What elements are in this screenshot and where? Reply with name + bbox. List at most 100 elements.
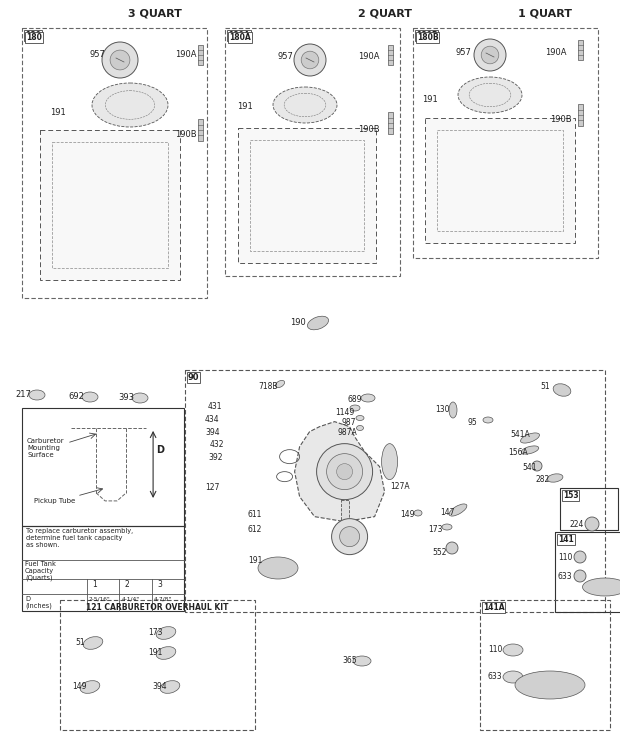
Text: 4-7/8": 4-7/8" bbox=[154, 597, 172, 602]
Bar bbox=[560, 488, 618, 530]
Text: 127A: 127A bbox=[390, 482, 410, 491]
Bar bbox=[52, 142, 168, 268]
Text: 393: 393 bbox=[118, 393, 134, 402]
Text: 180: 180 bbox=[26, 33, 42, 42]
Text: 173: 173 bbox=[148, 628, 162, 637]
Bar bbox=[22, 526, 184, 611]
Text: 149: 149 bbox=[400, 510, 415, 519]
Text: 141: 141 bbox=[558, 535, 574, 544]
Bar bbox=[22, 28, 207, 298]
Text: 689: 689 bbox=[348, 395, 363, 404]
Ellipse shape bbox=[156, 626, 176, 639]
Text: 130: 130 bbox=[435, 405, 449, 414]
Ellipse shape bbox=[483, 417, 493, 423]
Text: 394: 394 bbox=[205, 428, 219, 437]
Text: 987A: 987A bbox=[338, 428, 358, 437]
Text: 147: 147 bbox=[440, 508, 454, 517]
Text: 3 QUART: 3 QUART bbox=[128, 8, 182, 18]
Text: 4-1/4": 4-1/4" bbox=[121, 597, 140, 602]
Text: 121 CARBURETOR OVERHAUL KIT: 121 CARBURETOR OVERHAUL KIT bbox=[86, 603, 229, 612]
Text: 156A: 156A bbox=[508, 448, 528, 457]
Text: 191: 191 bbox=[248, 556, 262, 565]
Text: 180A: 180A bbox=[228, 31, 250, 40]
Circle shape bbox=[327, 454, 363, 490]
Circle shape bbox=[585, 517, 599, 531]
Circle shape bbox=[301, 51, 319, 68]
Text: 127: 127 bbox=[205, 483, 219, 492]
Ellipse shape bbox=[547, 474, 563, 482]
Bar bbox=[437, 130, 563, 231]
Text: 190: 190 bbox=[290, 318, 306, 327]
Polygon shape bbox=[294, 422, 384, 522]
Bar bbox=[340, 500, 348, 535]
Text: 90: 90 bbox=[188, 373, 200, 382]
Text: 191: 191 bbox=[422, 95, 438, 104]
Text: 2 QUART: 2 QUART bbox=[358, 8, 412, 18]
Ellipse shape bbox=[353, 656, 371, 666]
Bar bbox=[198, 45, 203, 65]
Text: D: D bbox=[156, 445, 164, 455]
Ellipse shape bbox=[80, 681, 100, 693]
Text: Fuel Tank
Capacity
(Quarts): Fuel Tank Capacity (Quarts) bbox=[25, 561, 56, 581]
Text: 141A: 141A bbox=[483, 603, 505, 612]
Bar bbox=[425, 118, 575, 243]
Bar bbox=[388, 112, 392, 134]
Text: 51: 51 bbox=[540, 382, 549, 391]
Circle shape bbox=[317, 443, 373, 500]
Text: 190A: 190A bbox=[175, 50, 197, 59]
Text: 180B: 180B bbox=[417, 33, 438, 42]
Bar bbox=[413, 28, 598, 258]
Text: 392: 392 bbox=[208, 453, 223, 462]
Text: 217: 217 bbox=[15, 390, 31, 399]
Text: 1: 1 bbox=[92, 580, 97, 589]
Circle shape bbox=[294, 44, 326, 76]
Text: 957: 957 bbox=[455, 48, 471, 57]
Text: 190A: 190A bbox=[545, 48, 567, 57]
Bar bbox=[40, 130, 180, 280]
Ellipse shape bbox=[160, 681, 180, 693]
Text: 173: 173 bbox=[428, 525, 443, 534]
Bar bbox=[480, 600, 610, 730]
Text: 633: 633 bbox=[558, 572, 573, 581]
Text: 153: 153 bbox=[563, 491, 578, 500]
Text: 957: 957 bbox=[90, 50, 106, 59]
Ellipse shape bbox=[29, 390, 45, 400]
Text: 149: 149 bbox=[72, 682, 87, 691]
Ellipse shape bbox=[503, 671, 523, 683]
Text: 394: 394 bbox=[152, 682, 167, 691]
Text: 224: 224 bbox=[570, 520, 585, 529]
Text: 3: 3 bbox=[157, 580, 162, 589]
Ellipse shape bbox=[449, 504, 467, 516]
Text: 718B: 718B bbox=[258, 382, 278, 391]
Ellipse shape bbox=[521, 433, 539, 443]
Bar bbox=[225, 28, 400, 276]
Ellipse shape bbox=[503, 644, 523, 656]
Ellipse shape bbox=[515, 671, 585, 699]
Ellipse shape bbox=[132, 393, 148, 403]
Text: 191: 191 bbox=[237, 102, 253, 111]
Bar bbox=[250, 140, 364, 251]
Bar bbox=[60, 600, 255, 730]
Text: 987: 987 bbox=[342, 418, 356, 427]
Ellipse shape bbox=[449, 402, 457, 418]
Text: 611: 611 bbox=[248, 510, 262, 519]
Text: D
(Inches): D (Inches) bbox=[25, 596, 52, 609]
Text: 957: 957 bbox=[278, 52, 294, 61]
Circle shape bbox=[337, 464, 353, 480]
Text: 190B: 190B bbox=[550, 115, 572, 124]
Text: 541A: 541A bbox=[510, 430, 529, 439]
Text: 180A: 180A bbox=[229, 33, 250, 42]
Text: 2: 2 bbox=[125, 580, 130, 589]
Ellipse shape bbox=[442, 524, 452, 530]
Text: 282: 282 bbox=[535, 475, 549, 484]
Text: 191: 191 bbox=[148, 648, 162, 657]
Text: 190B: 190B bbox=[175, 130, 197, 139]
Ellipse shape bbox=[381, 443, 397, 480]
Ellipse shape bbox=[458, 77, 522, 113]
Bar bbox=[555, 532, 620, 612]
Text: 1 QUART: 1 QUART bbox=[518, 8, 572, 18]
Text: Carburetor
Mounting
Surface: Carburetor Mounting Surface bbox=[27, 438, 64, 458]
Text: 1149: 1149 bbox=[335, 408, 354, 417]
Text: 51: 51 bbox=[75, 638, 84, 647]
Ellipse shape bbox=[350, 405, 360, 411]
